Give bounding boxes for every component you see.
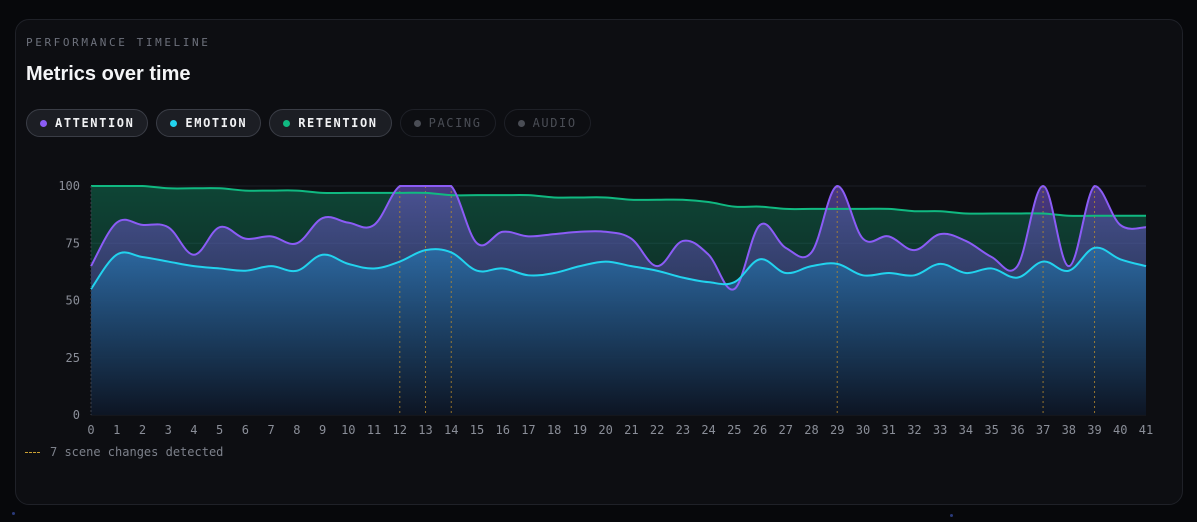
legend-label: AUDIO: [532, 116, 577, 130]
x-tick-label: 15: [470, 423, 484, 437]
x-tick-label: 25: [727, 423, 741, 437]
x-tick-label: 29: [830, 423, 844, 437]
x-tick-label: 18: [547, 423, 561, 437]
x-tick-label: 9: [319, 423, 326, 437]
y-tick-label: 0: [73, 408, 80, 422]
x-tick-label: 39: [1087, 423, 1101, 437]
x-tick-label: 36: [1010, 423, 1024, 437]
legend: ATTENTION EMOTION RETENTION PACING AUDIO: [26, 109, 591, 137]
x-tick-label: 1: [113, 423, 120, 437]
legend-toggle-retention[interactable]: RETENTION: [269, 109, 392, 137]
x-tick-label: 19: [573, 423, 587, 437]
x-tick-label: 34: [959, 423, 973, 437]
x-tick-label: 10: [341, 423, 355, 437]
audio-dot-icon: [517, 119, 525, 127]
x-tick-label: 30: [856, 423, 870, 437]
decorative-dot: [12, 512, 15, 515]
x-tick-label: 23: [676, 423, 690, 437]
x-tick-label: 2: [139, 423, 146, 437]
legend-label: RETENTION: [298, 116, 378, 130]
x-tick-label: 6: [242, 423, 249, 437]
x-tick-label: 14: [444, 423, 458, 437]
scene-change-text: 7 scene changes detected: [50, 445, 224, 459]
page-title: Metrics over time: [26, 63, 191, 85]
chart-areas: [91, 186, 1146, 415]
x-tick-label: 7: [268, 423, 275, 437]
x-tick-label: 33: [933, 423, 947, 437]
x-tick-label: 11: [367, 423, 381, 437]
legend-toggle-pacing[interactable]: PACING: [399, 109, 496, 137]
x-tick-label: 35: [984, 423, 998, 437]
x-tick-label: 32: [907, 423, 921, 437]
retention-line: [91, 185, 1146, 217]
x-tick-label: 41: [1139, 423, 1153, 437]
x-tick-label: 28: [804, 423, 818, 437]
attention-dot-icon: [40, 119, 47, 127]
decorative-dot: [950, 514, 953, 517]
emotion-area: [91, 247, 1146, 415]
x-tick-label: 8: [293, 423, 300, 437]
emotion-dot-icon: [170, 119, 178, 127]
x-tick-label: 38: [1062, 423, 1076, 437]
x-tick-label: 12: [393, 423, 407, 437]
x-tick-label: 16: [495, 423, 509, 437]
x-tick-label: 40: [1113, 423, 1127, 437]
x-tick-label: 21: [624, 423, 638, 437]
attention-line: [90, 185, 1147, 291]
legend-label: ATTENTION: [55, 116, 135, 130]
x-tick-label: 24: [701, 423, 715, 437]
legend-label: EMOTION: [185, 116, 248, 130]
x-tick-label: 5: [216, 423, 223, 437]
y-tick-label: 75: [66, 236, 80, 250]
scene-change-marker-icon: [25, 451, 40, 453]
x-tick-label: 31: [881, 423, 895, 437]
y-tick-label: 100: [58, 179, 80, 193]
section-eyebrow: PERFORMANCE TIMELINE: [26, 36, 211, 49]
legend-toggle-audio[interactable]: AUDIO: [503, 109, 591, 137]
x-tick-label: 3: [165, 423, 172, 437]
legend-toggle-attention[interactable]: ATTENTION: [26, 109, 149, 137]
legend-toggle-emotion[interactable]: EMOTION: [156, 109, 262, 137]
x-tick-label: 13: [418, 423, 432, 437]
emotion-line: [90, 246, 1147, 290]
x-tick-label: 0: [87, 423, 94, 437]
y-tick-label: 50: [66, 294, 80, 308]
x-tick-label: 37: [1036, 423, 1050, 437]
pacing-dot-icon: [413, 119, 421, 127]
x-tick-label: 17: [521, 423, 535, 437]
x-tick-label: 22: [650, 423, 664, 437]
scene-change-markers: [399, 186, 1096, 415]
retention-dot-icon: [283, 119, 291, 127]
x-tick-label: 26: [753, 423, 767, 437]
x-tick-label: 4: [190, 423, 197, 437]
x-tick-label: 27: [779, 423, 793, 437]
x-tick-label: 20: [598, 423, 612, 437]
y-tick-label: 25: [66, 351, 80, 365]
legend-label: PACING: [428, 116, 482, 130]
scene-change-summary: 7 scene changes detected: [25, 445, 223, 459]
chart-lines: [90, 185, 1147, 291]
